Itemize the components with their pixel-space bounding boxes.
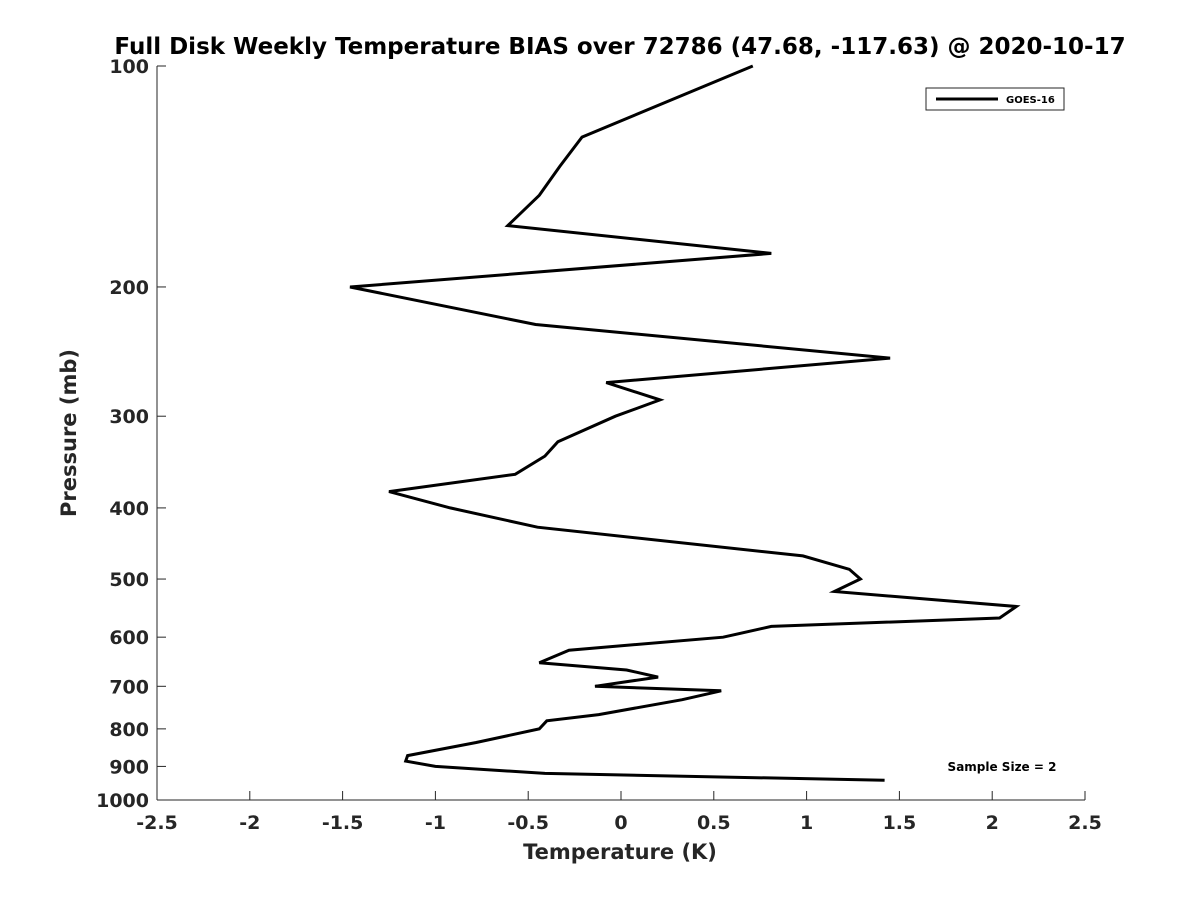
y-tick-label: 900 [109, 756, 149, 778]
x-axis-label: Temperature (K) [523, 840, 717, 864]
legend: GOES-16 [925, 87, 1065, 111]
y-tick-label: 600 [109, 627, 149, 649]
x-tick-label: 1 [800, 812, 813, 834]
y-tick-label: 1000 [96, 790, 149, 812]
series-group [349, 64, 1021, 782]
y-tick-label: 400 [109, 498, 149, 520]
x-tick-label: 0.5 [697, 812, 731, 834]
x-tick-label: -1 [425, 812, 446, 834]
x-tick-label: -0.5 [507, 812, 549, 834]
x-tick-label: -1.5 [322, 812, 364, 834]
y-tick-label: 500 [109, 569, 149, 591]
chart-title: Full Disk Weekly Temperature BIAS over 7… [114, 34, 1125, 60]
x-tick-label: 2 [986, 812, 999, 834]
x-tick-label: -2.5 [136, 812, 178, 834]
y-tick-label: 100 [109, 56, 149, 78]
x-tick-label: 0 [614, 812, 627, 834]
plot-axes: -2.5 -2 -1.5 -1 -0.5 0 0.5 1 1.5 2 2.5 100 200 300 400… [96, 56, 1102, 834]
y-axis-label: Pressure (mb) [57, 349, 81, 517]
x-tick-label: -2 [239, 812, 260, 834]
y-tick-label: 800 [109, 719, 149, 741]
y-tick-label: 200 [109, 277, 149, 299]
series-line-goes-16 [349, 64, 1021, 782]
legend-entry-label: GOES-16 [1006, 95, 1055, 106]
y-tick-label: 300 [109, 406, 149, 428]
x-tick-label: 1.5 [883, 812, 917, 834]
y-tick-label: 700 [109, 676, 149, 698]
sample-size-annotation: Sample Size = 2 [948, 760, 1057, 774]
x-tick-label: 2.5 [1068, 812, 1102, 834]
